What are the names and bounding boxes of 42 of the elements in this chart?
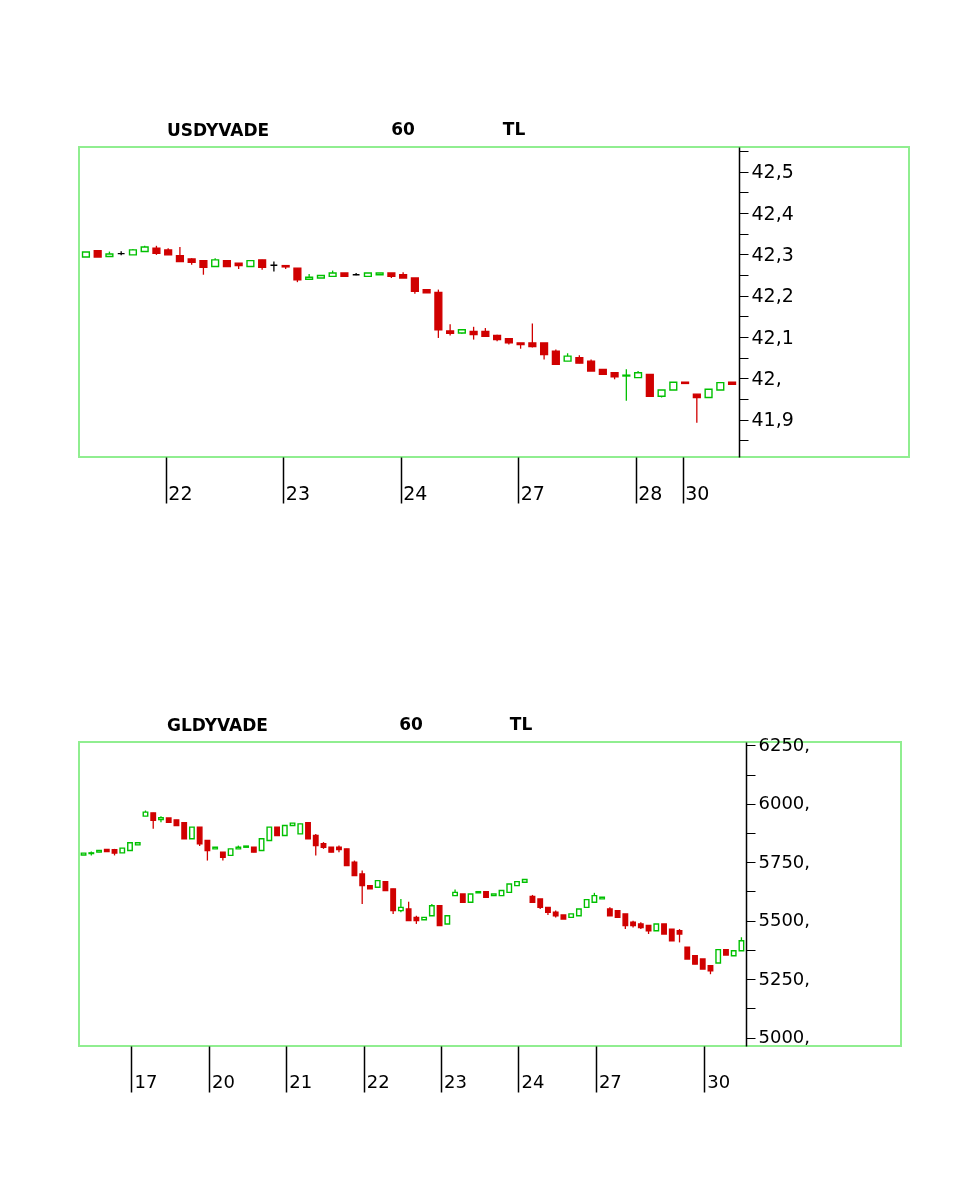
- y-tick-label: 42,1: [751, 325, 794, 348]
- x-tick-label: 20: [211, 1070, 235, 1092]
- chart-title: USDYVADE: [167, 120, 270, 140]
- y-tick-label: 41,9: [751, 408, 794, 431]
- y-tick-label: 42,2: [751, 284, 794, 307]
- x-tick-label: 22: [168, 481, 193, 504]
- candlestick: [622, 368, 631, 402]
- chart-title: GLDYVADE: [167, 715, 268, 735]
- candlestick: [390, 888, 397, 915]
- candlestick: [645, 373, 654, 397]
- candlestick: [436, 904, 443, 927]
- y-tick-label: 5000,: [758, 1026, 811, 1048]
- y-tick-label: 5500,: [758, 909, 811, 931]
- y-tick-label: 5750,: [758, 850, 811, 872]
- candlestick: [312, 833, 319, 857]
- x-tick-label: 23: [444, 1070, 468, 1092]
- text: TL: [509, 714, 533, 734]
- text: TL: [502, 119, 526, 139]
- x-tick-label: 24: [521, 1070, 545, 1092]
- x-tick-label: 30: [685, 481, 710, 504]
- x-tick-label: 30: [707, 1070, 731, 1092]
- candlestick: [359, 869, 366, 905]
- x-tick-label: 22: [366, 1070, 390, 1092]
- x-tick-label: 27: [598, 1070, 622, 1092]
- candlestick: [446, 323, 455, 337]
- x-tick-label: 23: [285, 481, 310, 504]
- x-tick-label: 27: [520, 481, 545, 504]
- y-tick-label: 42,4: [751, 201, 794, 224]
- x-tick-label: 17: [134, 1070, 158, 1092]
- text: 60: [399, 714, 423, 734]
- y-tick-label: 6250,: [758, 733, 811, 755]
- y-tick-label: 6000,: [758, 792, 811, 814]
- text: 60: [391, 119, 415, 139]
- y-tick-label: 5250,: [758, 967, 811, 989]
- x-tick-label: 28: [638, 481, 663, 504]
- y-tick-label: 42,3: [751, 242, 794, 265]
- candlestick: [397, 898, 404, 913]
- y-tick-label: 42,5: [751, 160, 794, 183]
- x-tick-label: 24: [403, 481, 428, 504]
- y-tick-label: 42,: [751, 366, 782, 389]
- x-tick-label: 21: [289, 1070, 313, 1092]
- candlestick: [692, 393, 701, 424]
